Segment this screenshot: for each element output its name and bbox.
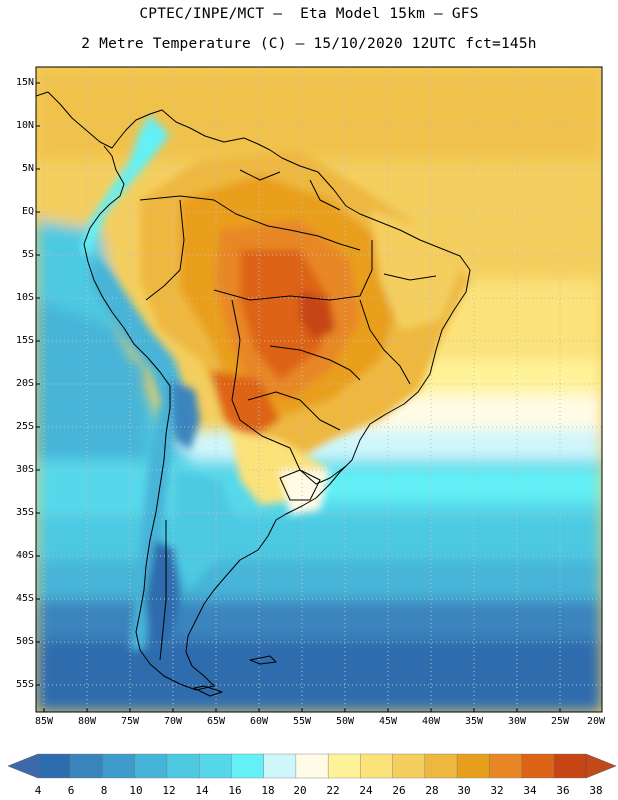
lat-label: 50S	[15, 636, 34, 647]
lat-label: 15N	[15, 77, 34, 88]
colorbar-label: 6	[67, 784, 75, 797]
temperature-field	[36, 67, 602, 712]
colorbar-label: 34	[523, 784, 537, 797]
map-frame	[35, 66, 603, 713]
colorbar-swatch	[37, 753, 71, 779]
lat-label: 20S	[15, 378, 34, 389]
colorbar-swatch	[102, 753, 136, 779]
lon-label: 85W	[34, 716, 54, 727]
colorbar-swatch	[166, 753, 200, 779]
colorbar	[7, 753, 617, 779]
colorbar-label: 12	[162, 784, 176, 797]
colorbar-swatch	[231, 753, 265, 779]
lon-label: 80W	[77, 716, 97, 727]
lat-label: EQ	[21, 206, 34, 217]
colorbar-label: 10	[129, 784, 143, 797]
lon-label: 60W	[249, 716, 269, 727]
lat-label: 10N	[15, 120, 34, 131]
colorbar-label: 18	[261, 784, 275, 797]
colorbar-label: 30	[457, 784, 471, 797]
colorbar-label: 28	[425, 784, 439, 797]
colorbar-swatch	[456, 753, 490, 779]
lon-label: 30W	[507, 716, 527, 727]
lat-label: 10S	[15, 292, 34, 303]
colorbar-label: 20	[293, 784, 307, 797]
lat-label: 30S	[15, 464, 34, 475]
lon-label: 40W	[421, 716, 441, 727]
colorbar-label: 4	[34, 784, 42, 797]
lon-label: 50W	[335, 716, 355, 727]
axis-ticks	[36, 82, 561, 712]
colorbar-swatch	[295, 753, 329, 779]
lon-label: 65W	[206, 716, 226, 727]
colorbar-swatch	[489, 753, 523, 779]
lat-label: 55S	[15, 679, 34, 690]
colorbar-swatch	[521, 753, 555, 779]
colorbar-swatch	[198, 753, 232, 779]
lat-label: 5S	[21, 249, 34, 260]
lat-label: 40S	[15, 550, 34, 561]
colorbar-label: 32	[490, 784, 504, 797]
lat-label: 35S	[15, 507, 34, 518]
lon-label: 70W	[163, 716, 183, 727]
colorbar-swatch	[263, 753, 297, 779]
lon-label: 55W	[292, 716, 312, 727]
colorbar-swatch	[424, 753, 458, 779]
lat-label: 45S	[15, 593, 34, 604]
lon-label: 20W	[586, 716, 606, 727]
map-subtitle: 2 Metre Temperature (C) – 15/10/2020 12U…	[81, 36, 537, 52]
colorbar-swatch	[134, 753, 168, 779]
colorbar-over-arrow	[585, 753, 617, 779]
colorbar-swatch	[360, 753, 394, 779]
colorbar-label: 8	[100, 784, 108, 797]
colorbar-swatch	[70, 753, 103, 779]
map-title: CPTEC/INPE/MCT – Eta Model 15km – GFS	[139, 6, 479, 22]
colorbar-swatch	[327, 753, 361, 779]
lon-label: 35W	[464, 716, 484, 727]
lon-label: 25W	[550, 716, 570, 727]
colorbar-swatch	[392, 753, 426, 779]
lon-label: 75W	[120, 716, 140, 727]
colorbar-under-arrow	[7, 753, 39, 779]
colorbar-label: 22	[326, 784, 340, 797]
colorbar-label: 38	[589, 784, 603, 797]
colorbar-swatch	[553, 753, 587, 779]
colorbar-label: 14	[195, 784, 209, 797]
coastline	[36, 91, 471, 697]
colorbar-label: 16	[228, 784, 242, 797]
lon-label: 45W	[378, 716, 398, 727]
lat-label: 25S	[15, 421, 34, 432]
lat-label: 15S	[15, 335, 34, 346]
colorbar-label: 36	[556, 784, 570, 797]
lat-label: 5N	[21, 163, 34, 174]
colorbar-swatches	[37, 753, 587, 779]
colorbar-label: 26	[392, 784, 406, 797]
colorbar-label: 24	[359, 784, 373, 797]
